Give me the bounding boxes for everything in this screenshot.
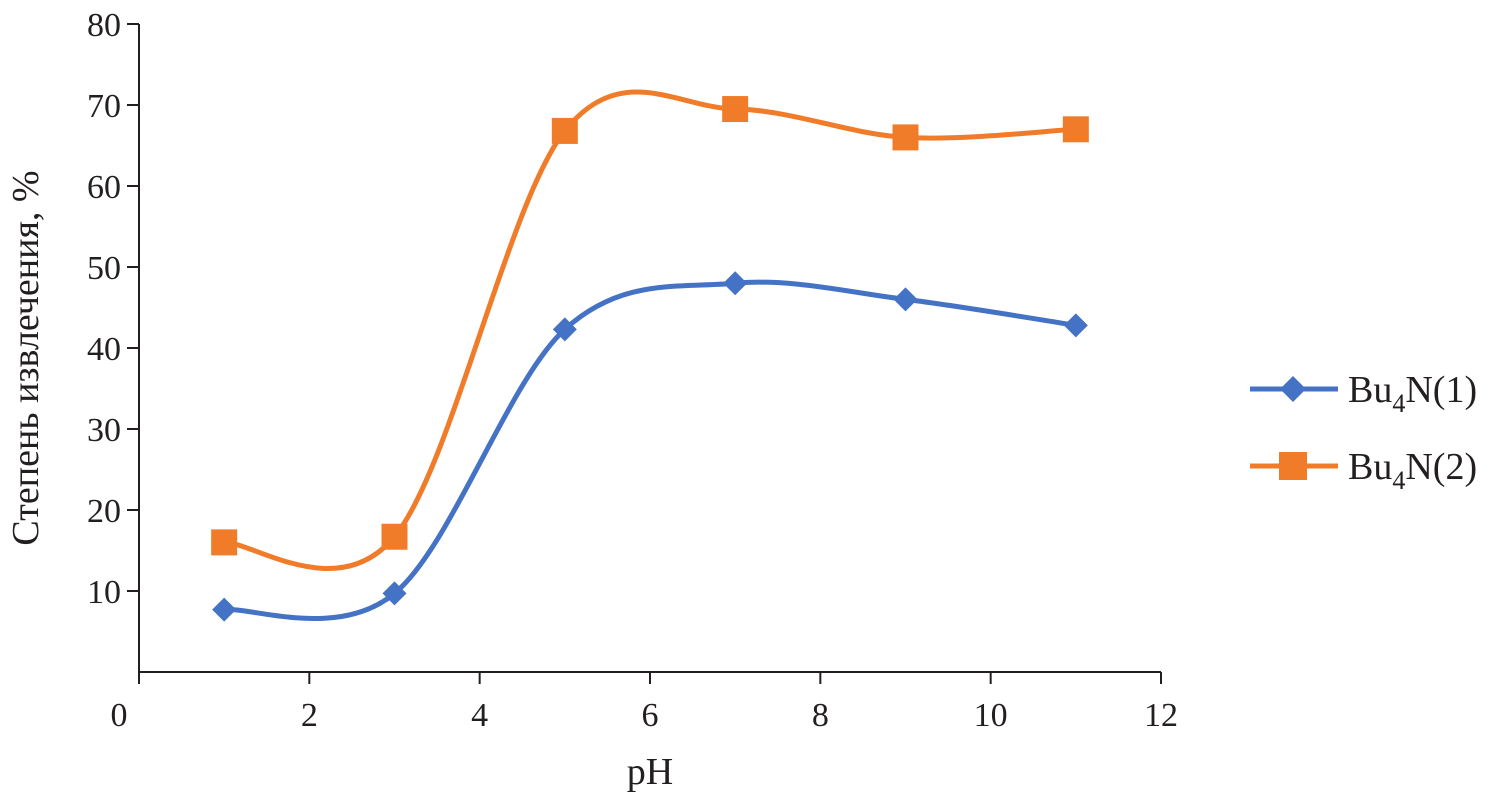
legend: Bu4N(1)Bu4N(2) bbox=[1250, 369, 1477, 495]
legend-label-subscript: 4 bbox=[1392, 389, 1405, 418]
y-tick-label: 60 bbox=[87, 169, 121, 206]
data-point bbox=[211, 529, 238, 556]
x-tick-label: 10 bbox=[974, 697, 1008, 734]
legend-item-1: Bu4N(1) bbox=[1250, 369, 1477, 418]
legend-label-main: Bu bbox=[1348, 446, 1392, 488]
legend-marker bbox=[1280, 376, 1306, 402]
legend-label-tail: N(1) bbox=[1405, 369, 1477, 411]
data-point bbox=[722, 96, 749, 123]
x-tick-label: 2 bbox=[301, 697, 318, 734]
data-point bbox=[212, 597, 237, 622]
data-point bbox=[552, 317, 577, 342]
data-point bbox=[1062, 116, 1089, 143]
legend-label: Bu4N(1) bbox=[1348, 369, 1477, 418]
legend-label-main: Bu bbox=[1348, 369, 1392, 411]
y-tick-label: 50 bbox=[87, 250, 121, 287]
series-layer bbox=[211, 89, 1089, 622]
x-tick-label: 0 bbox=[111, 697, 128, 734]
y-tick-label: 40 bbox=[87, 331, 121, 368]
series-2 bbox=[211, 89, 1089, 571]
y-tick-label: 20 bbox=[87, 493, 121, 530]
y-tick-label: 80 bbox=[87, 7, 121, 44]
legend-label: Bu4N(2) bbox=[1348, 446, 1477, 495]
x-tick-label: 4 bbox=[471, 697, 488, 734]
x-axis-title: pH bbox=[627, 751, 673, 792]
data-point bbox=[1063, 313, 1088, 338]
data-point bbox=[382, 581, 407, 606]
y-tick-label: 30 bbox=[87, 412, 121, 449]
data-point bbox=[892, 124, 919, 151]
legend-label-subscript: 4 bbox=[1392, 466, 1405, 495]
series-1 bbox=[212, 271, 1088, 622]
y-axis-title: Степень извлечения, % bbox=[5, 170, 47, 545]
data-point bbox=[893, 287, 918, 312]
x-tick-label: 6 bbox=[642, 697, 659, 734]
series-line bbox=[221, 279, 1079, 622]
data-point bbox=[381, 523, 408, 550]
y-tick-label: 70 bbox=[87, 88, 121, 125]
data-point bbox=[551, 117, 578, 144]
legend-marker bbox=[1279, 452, 1307, 480]
data-point bbox=[723, 271, 748, 296]
series-line bbox=[221, 89, 1079, 571]
x-tick-label: 8 bbox=[812, 697, 829, 734]
x-tick-label: 12 bbox=[1144, 697, 1178, 734]
y-tick-label: 10 bbox=[87, 574, 121, 611]
axes: 10 20 30 40 50 60 70 80 0 2 4 6 8 10 12 bbox=[87, 7, 1178, 734]
legend-item-2: Bu4N(2) bbox=[1250, 446, 1477, 495]
legend-label-tail: N(2) bbox=[1405, 446, 1477, 488]
